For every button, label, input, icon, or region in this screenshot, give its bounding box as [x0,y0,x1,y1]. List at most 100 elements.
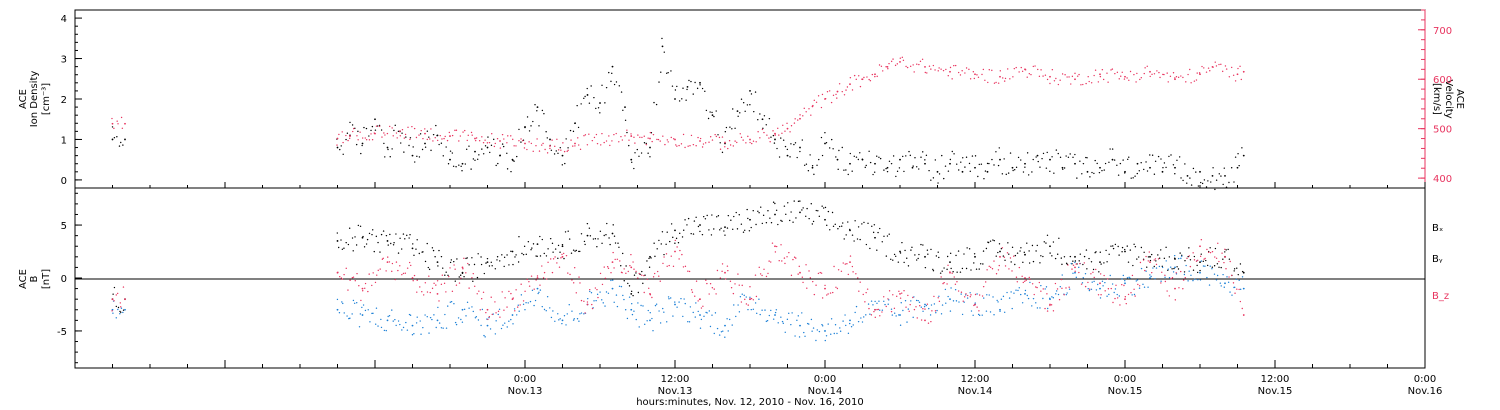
scatter-dot-bz [1028,276,1030,279]
data-point-by [336,308,339,311]
scatter-dot-density [1098,171,1101,174]
scatter-dot-by [468,307,470,309]
scatter-dot-density [995,151,997,153]
data-point-velocity [336,137,339,140]
scatter-dot-velocity [913,71,915,73]
scatter-dot-by [966,297,969,299]
scatter-dot-velocity [430,128,432,130]
scatter-dot-bz [422,294,425,296]
x-tick-label-date: Nov.14 [958,386,993,397]
scatter-dot-bx [579,250,581,253]
scatter-dot-bx [790,211,792,213]
data-point-bz [849,261,851,264]
scatter-dot-velocity [878,64,881,66]
scatter-dot-bz [786,256,788,258]
scatter-dot-density [934,159,937,161]
scatter-dot-velocity [399,135,402,137]
scatter-dot-bx [831,211,834,214]
scatter-dot-by [891,314,894,316]
scatter-dot-bz [1134,295,1136,297]
scatter-dot-velocity [1195,79,1198,81]
scatter-dot-velocity [959,74,962,76]
scatter-dot-bx [982,250,985,252]
scatter-dot-bz [1232,282,1235,284]
scatter-dot-bz [1236,288,1238,290]
scatter-dot-by [602,302,604,304]
scatter-dot-bx [924,266,927,269]
scatter-dot-bz [957,290,960,292]
scatter-dot-velocity [1182,76,1184,79]
scatter-dot-velocity [444,135,446,138]
scatter-dot-bz [758,266,760,269]
data-point-density [1149,166,1151,169]
scatter-dot-density [1015,166,1018,169]
data-point-density [986,170,989,173]
scatter-dot-bx [485,262,487,264]
scatter-dot-bx [904,249,906,252]
scatter-dot-bx [793,200,795,202]
scatter-dot-bx [815,209,817,212]
scatter-dot-velocity [1126,77,1128,79]
scatter-dot-density [634,152,636,154]
scatter-dot-density [371,125,374,128]
scatter-dot-density [1026,152,1029,154]
scatter-dot-by [1199,279,1202,281]
data-point-density [611,65,614,68]
scatter-dot-bz [528,285,531,287]
scatter-dot-bx [1129,249,1132,251]
scatter-dot-density [686,88,688,91]
scatter-dot-bx [650,257,652,259]
scatter-dot-bx [646,260,648,262]
scatter-dot-density [631,161,633,163]
scatter-dot-bx [1103,262,1105,264]
scatter-dot-density [615,81,618,83]
scatter-dot-bz [377,269,379,272]
scatter-dot-bz [934,310,937,312]
scatter-dot-bz [1071,268,1073,270]
scatter-dot-velocity [1068,76,1070,78]
scatter-dot-density [468,145,470,147]
scatter-dot-bx [663,253,665,256]
scatter-dot-velocity [772,130,774,132]
scatter-dot-bx [1016,252,1019,254]
scatter-dot-by [872,304,874,306]
scatter-dot-bz [340,277,343,279]
scatter-dot-density [986,162,989,165]
data-point-bx [1149,255,1151,258]
scatter-dot-bx [774,202,776,205]
scatter-dot-bz [399,265,401,267]
scatter-dot-bx [797,200,800,203]
scatter-dot-velocity [364,137,366,139]
data-point-by [486,324,489,327]
scatter-dot-velocity [928,65,931,67]
scatter-dot-by [759,313,761,316]
scatter-dot-bx [789,219,791,222]
scatter-dot-density [1113,159,1116,161]
scatter-dot-density [383,142,385,145]
scatter-dot-bx [1112,247,1115,250]
scatter-dot-bz [1223,261,1225,264]
scatter-dot-bz [619,260,621,262]
scatter-dot-velocity [411,125,413,128]
scatter-dot-bx [950,267,952,270]
scatter-dot-by [1106,295,1108,297]
scatter-dot-bx [627,282,629,285]
scatter-dot-bz [1228,276,1230,278]
scatter-dot-bz [738,284,740,286]
scatter-dot-bz [938,300,941,303]
data-point-density [961,170,964,173]
scatter-dot-by [1181,255,1183,257]
scatter-dot-bx [1206,264,1209,267]
scatter-dot-bx [1061,263,1063,266]
scatter-dot-bz [352,276,355,278]
scatter-dot-bx [449,261,452,264]
scatter-dot-bz [339,275,341,278]
data-point-by [386,319,389,322]
scatter-dot-bz [368,273,370,275]
data-point-bz [536,277,539,279]
scatter-dot-bz [795,257,797,259]
scatter-dot-density [1103,169,1105,171]
scatter-dot-by [988,294,990,296]
scatter-dot-bx [683,229,685,231]
